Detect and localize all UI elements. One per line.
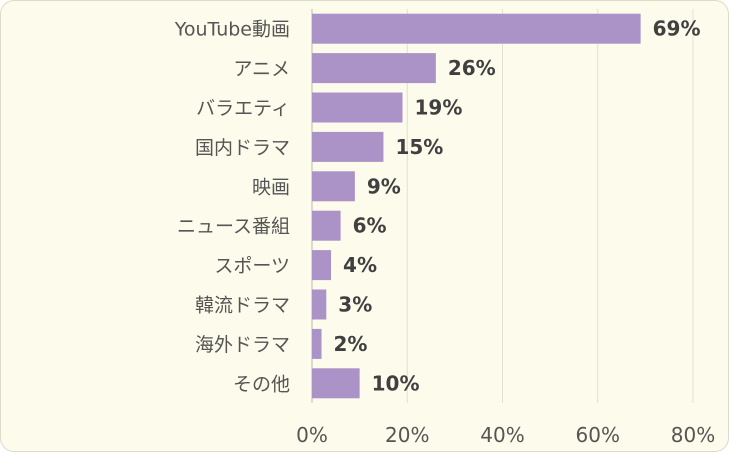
category-label: ニュース番組	[177, 216, 290, 238]
bar-7	[312, 289, 327, 320]
bar-6	[312, 250, 332, 281]
value-label: 19%	[414, 96, 462, 120]
value-label: 9%	[367, 174, 401, 198]
x-tick-label: 0%	[296, 423, 328, 447]
category-label: 映画	[252, 176, 290, 198]
bar-1	[312, 53, 436, 84]
category-label: 海外ドラマ	[195, 334, 290, 356]
bar-9	[312, 368, 360, 399]
category-label: YouTube動画	[174, 19, 290, 41]
value-labels: 69% 26% 19% 15% 9% 6% 4% 3% 2%10%	[334, 17, 701, 396]
value-label: 4%	[343, 253, 377, 277]
bar-2	[312, 92, 403, 123]
bar-0	[312, 13, 641, 44]
category-label: その他	[233, 373, 290, 395]
category-label: 韓流ドラマ	[195, 295, 290, 317]
x-tick-label: 80%	[671, 423, 715, 447]
value-label: 15%	[395, 135, 443, 159]
category-labels: YouTube動画アニメバラエティ国内ドラマ映画ニュース番組スポーツ韓流ドラマ海…	[174, 19, 290, 396]
bar-8	[312, 328, 322, 359]
value-label: 69%	[653, 17, 701, 41]
bars	[312, 13, 641, 399]
category-label: バラエティ	[196, 98, 290, 120]
value-label: 26%	[448, 56, 496, 80]
bar-3	[312, 131, 384, 162]
value-label: 6%	[353, 214, 387, 238]
bar-4	[312, 171, 355, 202]
value-label: 3%	[338, 293, 372, 317]
x-tick-label: 60%	[576, 423, 620, 447]
bar-5	[312, 210, 341, 241]
value-label: 2%	[334, 332, 368, 356]
value-label: 10%	[372, 371, 420, 395]
x-tick-label: 40%	[480, 423, 524, 447]
x-tick-label: 20%	[385, 423, 429, 447]
category-label: アニメ	[233, 58, 290, 80]
x-axis-tick-labels: 0% 20% 40% 60% 80%	[296, 423, 715, 447]
category-label: スポーツ	[214, 255, 290, 277]
category-label: 国内ドラマ	[195, 137, 290, 159]
